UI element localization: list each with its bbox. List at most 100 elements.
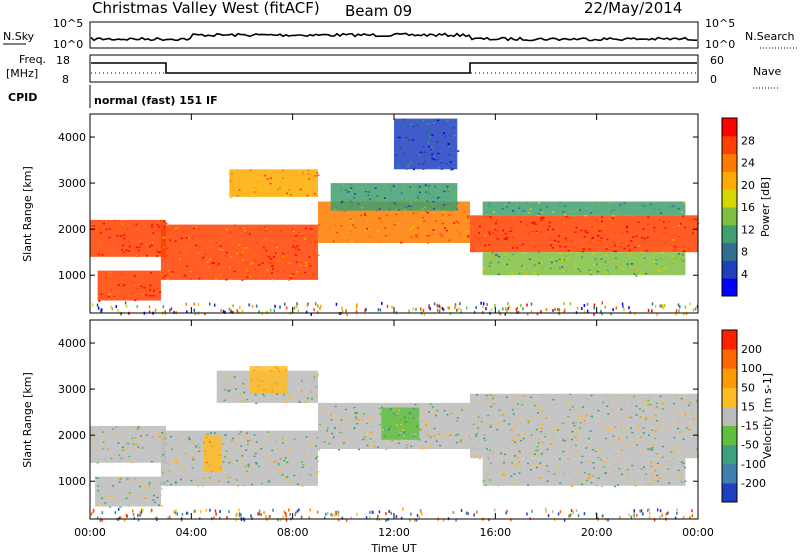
band-speckle bbox=[562, 471, 565, 473]
noise-speckle bbox=[694, 307, 697, 311]
band-speckle bbox=[376, 195, 379, 197]
band-speckle bbox=[426, 123, 429, 126]
band-speckle bbox=[250, 379, 253, 382]
band-speckle bbox=[184, 438, 187, 440]
band-speckle bbox=[270, 177, 272, 180]
band-speckle bbox=[286, 269, 289, 272]
band-speckle bbox=[518, 472, 521, 474]
band-speckle bbox=[590, 201, 593, 204]
noise-speckle bbox=[422, 308, 425, 312]
band-speckle bbox=[590, 482, 593, 484]
band-speckle bbox=[409, 201, 412, 204]
band-speckle bbox=[647, 252, 650, 254]
band-speckle bbox=[204, 450, 207, 452]
noise-speckle bbox=[345, 518, 348, 522]
band-speckle bbox=[602, 411, 605, 413]
heatmap-band bbox=[97, 270, 163, 302]
band-speckle bbox=[540, 217, 543, 219]
band-speckle bbox=[300, 261, 303, 264]
band-speckle bbox=[295, 395, 298, 397]
noise-speckle bbox=[628, 306, 630, 310]
band-speckle bbox=[446, 187, 449, 190]
band-speckle bbox=[593, 467, 596, 469]
band-speckle bbox=[145, 434, 148, 436]
band-speckle bbox=[322, 408, 325, 411]
band-speckle bbox=[161, 226, 164, 229]
band-speckle bbox=[510, 475, 513, 477]
band-speckle bbox=[103, 222, 105, 225]
band-speckle bbox=[181, 237, 183, 240]
band-speckle bbox=[606, 405, 609, 407]
band-speckle bbox=[488, 244, 491, 246]
noise-speckle bbox=[601, 514, 604, 518]
band-speckle bbox=[598, 230, 601, 232]
band-speckle bbox=[432, 155, 435, 157]
band-speckle bbox=[660, 257, 663, 260]
band-speckle bbox=[334, 235, 337, 237]
band-speckle bbox=[232, 439, 235, 441]
band-speckle bbox=[682, 260, 685, 262]
noise-speckle bbox=[371, 510, 374, 514]
noise-speckle bbox=[288, 508, 290, 512]
noise-speckle bbox=[420, 510, 422, 514]
band-speckle bbox=[242, 227, 245, 229]
band-speckle bbox=[399, 147, 402, 149]
band-speckle bbox=[668, 206, 671, 208]
band-speckle bbox=[437, 166, 440, 169]
band-speckle bbox=[640, 444, 643, 447]
band-speckle bbox=[244, 469, 247, 471]
band-speckle bbox=[688, 425, 691, 428]
band-speckle bbox=[429, 445, 432, 448]
band-speckle bbox=[137, 426, 140, 428]
x-tick-label: 12:00 bbox=[378, 526, 410, 539]
band-speckle bbox=[403, 119, 406, 121]
band-speckle bbox=[214, 277, 217, 280]
colorbar-swatch bbox=[722, 444, 737, 465]
band-speckle bbox=[148, 487, 151, 489]
band-speckle bbox=[288, 189, 291, 191]
band-speckle bbox=[185, 457, 188, 459]
band-speckle bbox=[346, 222, 349, 224]
band-speckle bbox=[180, 478, 182, 481]
band-speckle bbox=[124, 488, 127, 490]
band-speckle bbox=[558, 258, 561, 260]
band-speckle bbox=[351, 204, 353, 206]
band-speckle bbox=[125, 443, 128, 445]
band-speckle bbox=[232, 466, 235, 469]
band-speckle bbox=[419, 151, 422, 154]
noise-speckle bbox=[615, 306, 618, 310]
band-speckle bbox=[647, 448, 650, 450]
band-speckle bbox=[416, 122, 419, 124]
band-speckle bbox=[432, 122, 435, 124]
band-speckle bbox=[346, 419, 349, 421]
band-speckle bbox=[269, 258, 272, 260]
band-speckle bbox=[293, 438, 296, 440]
band-speckle bbox=[467, 215, 470, 217]
band-speckle bbox=[238, 244, 241, 246]
band-speckle bbox=[571, 431, 574, 433]
band-speckle bbox=[121, 499, 124, 501]
band-speckle bbox=[133, 479, 136, 481]
band-speckle bbox=[180, 476, 183, 478]
band-speckle bbox=[98, 243, 101, 245]
noise-speckle bbox=[137, 518, 140, 522]
band-speckle bbox=[308, 479, 311, 481]
band-speckle bbox=[547, 228, 550, 231]
band-speckle bbox=[381, 221, 383, 224]
band-speckle bbox=[466, 217, 469, 219]
band-speckle bbox=[432, 201, 435, 203]
band-speckle bbox=[283, 459, 286, 462]
band-speckle bbox=[341, 432, 344, 434]
band-speckle bbox=[478, 225, 481, 228]
band-speckle bbox=[506, 245, 509, 247]
band-speckle bbox=[427, 191, 430, 193]
band-speckle bbox=[286, 461, 289, 464]
band-speckle bbox=[417, 197, 420, 199]
noise-speckle bbox=[545, 308, 548, 312]
band-speckle bbox=[296, 234, 299, 236]
noise-speckle bbox=[691, 514, 693, 518]
band-speckle bbox=[271, 449, 274, 452]
x-tick-label: 08:00 bbox=[277, 526, 309, 539]
band-speckle bbox=[555, 219, 558, 221]
band-speckle bbox=[581, 250, 584, 253]
